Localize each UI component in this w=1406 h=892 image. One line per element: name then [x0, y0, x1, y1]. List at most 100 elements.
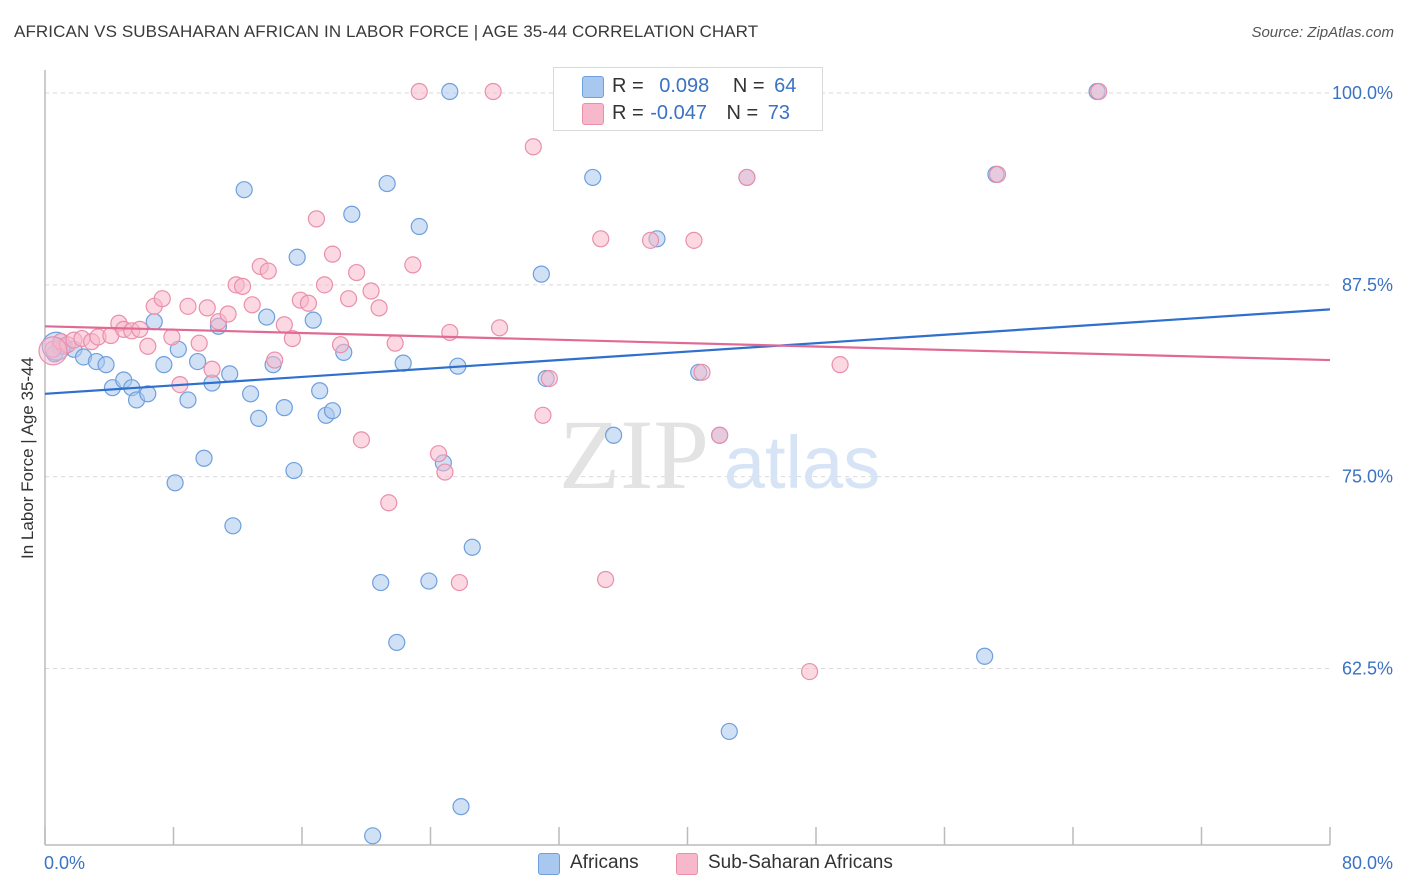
africans-point	[323, 402, 342, 420]
africans-point	[155, 356, 173, 374]
subsaharan-r-value: -0.047	[650, 102, 707, 124]
africans-point	[221, 365, 239, 383]
subsaharan-point	[299, 294, 318, 312]
africans-point	[97, 356, 115, 374]
africans-r-value: 0.098	[659, 75, 710, 97]
y-tick-label: 100.0%	[1332, 83, 1393, 103]
africans-point	[311, 382, 329, 400]
r-label: R =	[612, 75, 644, 97]
africans-point	[364, 827, 382, 845]
n-label: N =	[732, 75, 765, 97]
subsaharan-point	[179, 297, 197, 315]
africans-point	[420, 572, 438, 590]
subsaharan-point	[339, 290, 358, 308]
africans-point	[372, 573, 390, 592]
africans-trend-line	[44, 308, 1331, 395]
y-tick-label: 87.5%	[1342, 275, 1393, 295]
subsaharan-point	[490, 319, 509, 337]
africans-legend-swatch	[538, 853, 560, 875]
africans-legend-label: Africans	[570, 852, 639, 873]
africans-point	[976, 647, 994, 665]
y-tick-label: 62.5%	[1342, 659, 1393, 679]
subsaharan-swatch	[582, 103, 604, 125]
africans-point	[166, 474, 184, 492]
africans-point	[394, 354, 412, 372]
africans-point	[388, 633, 406, 652]
subsaharan-point	[203, 360, 221, 378]
watermark: ZIP atlas	[559, 399, 880, 510]
watermark-atlas: atlas	[724, 421, 880, 504]
africans-point	[605, 426, 623, 444]
africans-point	[304, 311, 322, 329]
n-label: N =	[726, 102, 759, 124]
africans-point	[720, 722, 738, 741]
subsaharan-point	[436, 463, 454, 481]
subsaharan-point	[370, 299, 388, 317]
subsaharan-point	[404, 256, 422, 274]
subsaharan-legend-swatch	[676, 853, 698, 875]
subsaharan-point	[1090, 82, 1108, 101]
subsaharan-point	[386, 334, 404, 352]
subsaharan-point	[711, 426, 729, 444]
africans-point	[441, 82, 459, 101]
subsaharan-point	[410, 82, 428, 101]
y-axis-label: In Labor Force | Age 35-44	[18, 357, 37, 559]
subsaharan-point	[524, 138, 542, 156]
chart-title: AFRICAN VS SUBSAHARAN AFRICAN IN LABOR F…	[14, 22, 759, 41]
subsaharan-point	[380, 494, 398, 512]
source-credit: Source: ZipAtlas.com	[1251, 24, 1394, 41]
r-label: R =	[612, 102, 644, 124]
africans-point	[378, 174, 396, 193]
subsaharan-point	[596, 570, 615, 589]
africans-swatch	[582, 76, 604, 98]
x-tick-label: 80.0%	[1342, 853, 1393, 873]
subsaharan-point	[163, 328, 181, 346]
africans-point	[250, 409, 268, 427]
subsaharan-point	[348, 263, 366, 282]
subsaharan-point	[831, 356, 849, 374]
subsaharan-point	[738, 168, 756, 187]
subsaharan-point	[233, 277, 252, 295]
subsaharan-point	[153, 290, 171, 308]
africans-point	[195, 449, 213, 467]
africans-point	[188, 352, 207, 371]
subsaharan-cluster-point	[38, 336, 68, 366]
subsaharan-point	[450, 573, 469, 592]
subsaharan-point	[352, 431, 371, 449]
subsaharan-point	[540, 369, 558, 388]
subsaharan-point	[988, 165, 1007, 183]
africans-point	[179, 391, 197, 409]
africans-point	[235, 181, 253, 199]
trendlines	[44, 308, 1331, 395]
subsaharan-point	[362, 282, 380, 300]
subsaharan-point	[331, 336, 350, 354]
africans-point	[532, 265, 550, 283]
africans-point	[275, 399, 293, 417]
subsaharan-point	[243, 296, 261, 314]
subsaharan-point	[190, 334, 208, 352]
africans-point	[463, 538, 481, 556]
subsaharan-point	[219, 305, 237, 323]
subsaharan-point	[198, 299, 216, 317]
subsaharan-trend-line	[44, 325, 1331, 362]
subsaharan-legend-label: Sub-Saharan Africans	[708, 852, 893, 873]
tick-labels: 100.0% 87.5% 75.0% 62.5% 0.0% 80.0%	[44, 83, 1393, 873]
africans-point	[139, 385, 157, 403]
africans-point	[242, 385, 260, 403]
africans-n-value: 64	[774, 75, 797, 97]
x-tick-label: 0.0%	[44, 853, 85, 873]
subsaharan-point	[685, 231, 703, 249]
africans-point	[224, 517, 242, 535]
africans-point	[145, 313, 163, 331]
subsaharan-point	[315, 276, 334, 294]
subsaharan-point	[139, 337, 157, 355]
subsaharan-point	[484, 82, 502, 101]
subsaharan-point	[429, 445, 448, 463]
subsaharan-point	[307, 210, 326, 228]
subsaharan-point	[592, 230, 610, 248]
subsaharan-point	[266, 351, 284, 369]
subsaharan-point	[259, 262, 277, 280]
stats-legend: R = 0.098 N = 64 R = -0.047 N = 73	[553, 67, 823, 131]
africans-point	[410, 217, 428, 236]
